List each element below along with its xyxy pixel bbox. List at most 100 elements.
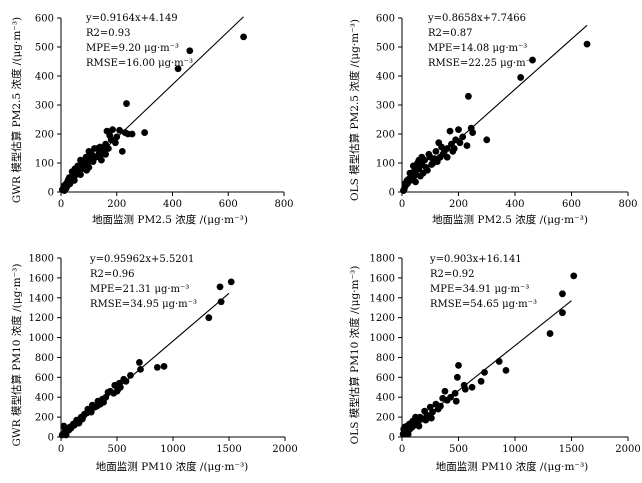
data-point <box>421 407 428 415</box>
x-tick-label: 400 <box>163 199 182 210</box>
data-point <box>425 150 433 158</box>
data-point <box>453 373 461 381</box>
data-point <box>463 142 471 150</box>
data-point <box>456 139 464 147</box>
y-axis-label: OLS 模型估算 PM10 浓度 /(μg·m⁻³) <box>348 266 361 445</box>
data-point <box>118 148 126 155</box>
data-point <box>559 309 566 317</box>
data-point <box>441 387 449 395</box>
x-tick-label: 200 <box>107 199 126 210</box>
y-tick-label: 200 <box>35 413 54 424</box>
data-point <box>400 425 408 433</box>
y-tick-label: 100 <box>376 159 395 170</box>
x-tick-label: 400 <box>505 199 524 210</box>
y-tick-label: 600 <box>376 373 395 384</box>
x-tick-label: 0 <box>399 444 405 455</box>
y-axis-label-text: OLS 模型估算 PM2.5 浓度 /(μg·m⁻³) <box>348 19 361 201</box>
data-point <box>419 169 427 177</box>
annotation-rmse: RMSE=54.65 μg·m⁻³ <box>430 299 537 310</box>
data-point <box>495 358 503 365</box>
data-point <box>452 397 460 405</box>
data-point <box>546 330 554 337</box>
y-tick-label: 0 <box>389 433 395 444</box>
y-tick-label: 500 <box>376 43 395 54</box>
y-tick-label: 600 <box>35 14 54 25</box>
data-point <box>96 143 104 151</box>
x-tick-label: 1500 <box>559 444 584 455</box>
data-point <box>529 56 536 64</box>
data-point <box>461 385 469 393</box>
x-tick-label: 800 <box>618 199 637 210</box>
y-tick-label: 800 <box>376 353 395 364</box>
data-point <box>100 398 107 406</box>
data-point <box>406 169 414 177</box>
y-axis-label-text: GWR 模型估算 PM2.5 浓度 /(μg·m⁻³) <box>10 17 23 203</box>
annotation-rmse: RMSE=34.95 μg·m⁻³ <box>90 299 197 310</box>
data-point <box>412 178 419 186</box>
data-point <box>102 150 109 158</box>
x-tick-label: 0 <box>58 444 64 455</box>
x-tick-label: 0 <box>58 199 64 210</box>
data-point <box>85 148 93 155</box>
y-tick-label: 1400 <box>370 293 395 304</box>
y-tick-label: 1400 <box>29 293 54 304</box>
data-point <box>446 127 454 135</box>
y-tick-label: 300 <box>376 101 395 112</box>
data-point <box>91 145 98 152</box>
x-tick-label: 600 <box>219 199 238 210</box>
y-tick-label: 600 <box>35 373 54 384</box>
annotation-equation: y=0.95962x+5.5201 <box>89 254 194 265</box>
y-tick-label: 300 <box>35 101 54 112</box>
panel-ols-pm25: OLS 模型估算 PM2.5 浓度 /(μg·m⁻³) 地面监测 PM2.5 浓… <box>348 13 638 226</box>
x-tick-label: 600 <box>562 199 581 210</box>
data-point <box>432 148 440 155</box>
data-point <box>186 47 194 55</box>
data-point <box>459 133 467 141</box>
data-point <box>477 377 485 385</box>
data-point <box>427 414 435 422</box>
y-tick-label: 100 <box>35 159 54 170</box>
x-tick-label: 1000 <box>160 444 185 455</box>
y-tick-label: 500 <box>35 43 54 54</box>
data-point <box>153 363 161 371</box>
data-point <box>409 162 417 170</box>
y-axis-label: GWR 模型估算 PM2.5 浓度 /(μg·m⁻³) <box>10 17 23 203</box>
y-tick-label: 600 <box>376 14 395 25</box>
data-point <box>415 156 423 164</box>
y-tick-label: 0 <box>48 433 54 444</box>
data-point <box>69 420 77 428</box>
annotation-r2: R2=0.93 <box>86 28 131 39</box>
data-point <box>439 394 447 402</box>
data-point <box>443 145 451 152</box>
data-point <box>77 156 84 164</box>
data-point <box>240 33 247 41</box>
y-tick-label: 400 <box>35 393 54 404</box>
x-axis-label: 地面监测 PM10 浓度 /(μg·m⁻³) <box>436 460 589 473</box>
data-point <box>400 187 407 194</box>
panel-ols-pm10: OLS 模型估算 PM10 浓度 /(μg·m⁻³) 地面监测 PM10 浓度 … <box>348 254 641 474</box>
data-point <box>65 175 73 183</box>
x-tick-label: 1500 <box>216 444 241 455</box>
y-tick-label: 1000 <box>29 333 54 344</box>
y-axis-label-text: GWR 模型估算 PM10 浓度 /(μg·m⁻³) <box>10 264 23 447</box>
x-tick-label: 500 <box>449 444 468 455</box>
data-point <box>415 422 423 430</box>
y-tick-label: 0 <box>48 188 54 199</box>
data-point <box>174 65 182 73</box>
data-point <box>227 278 235 286</box>
data-point <box>82 153 90 161</box>
y-tick-label: 1200 <box>370 313 395 324</box>
data-point <box>61 424 69 432</box>
y-tick-label: 1800 <box>370 254 395 265</box>
data-point <box>136 359 143 366</box>
regression-line <box>60 292 230 437</box>
annotation-equation: y=0.9164x+4.149 <box>85 13 178 24</box>
y-axis-label: GWR 模型估算 PM10 浓度 /(μg·m⁻³) <box>10 264 23 447</box>
y-tick-label: 1200 <box>29 313 54 324</box>
y-tick-label: 200 <box>376 413 395 424</box>
annotation-mpe: MPE=9.20 μg·m⁻³ <box>86 43 179 54</box>
x-tick-label: 1000 <box>502 444 527 455</box>
x-tick-label: 0 <box>399 199 405 210</box>
annotation-mpe: MPE=21.31 μg·m⁻³ <box>90 284 189 295</box>
